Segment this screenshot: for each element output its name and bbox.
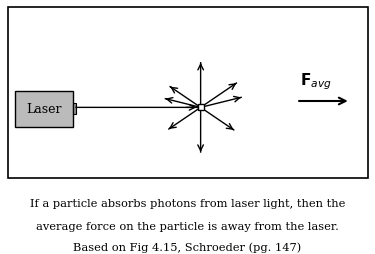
Text: Based on Fig 4.15, Schroeder (pg. 147): Based on Fig 4.15, Schroeder (pg. 147)	[74, 241, 302, 252]
Text: average force on the particle is away from the laser.: average force on the particle is away fr…	[36, 221, 339, 231]
Bar	[73, 104, 76, 115]
Bar	[8, 8, 368, 178]
Text: If a particle absorbs photons from laser light, then the: If a particle absorbs photons from laser…	[30, 198, 345, 208]
FancyBboxPatch shape	[15, 91, 73, 127]
Text: Laser: Laser	[26, 103, 62, 116]
Text: $\mathbf{F}_{avg}$: $\mathbf{F}_{avg}$	[300, 71, 332, 91]
